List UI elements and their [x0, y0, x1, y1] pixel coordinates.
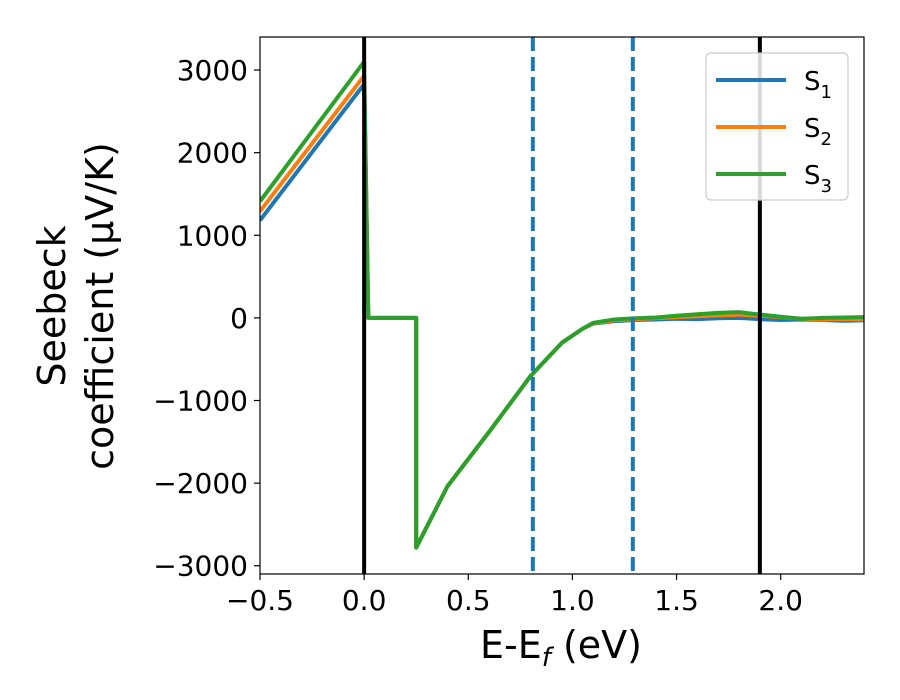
y-tick-label: 0: [230, 302, 248, 335]
series-line-s3: [260, 59, 864, 550]
x-tick-label: −0.5: [226, 584, 294, 617]
y-axis-label-line2: coefficient (μV/K): [78, 142, 122, 470]
y-tick-label: 3000: [177, 54, 248, 87]
y-tick-label: −2000: [153, 467, 248, 500]
legend-label-s2: S2: [804, 114, 832, 150]
legend-label-s3: S3: [804, 161, 832, 197]
y-tick-label: −3000: [153, 550, 248, 583]
y-tick-label: −1000: [153, 385, 248, 418]
series-group: [260, 59, 864, 550]
legend: S1 S2 S3: [705, 52, 849, 201]
y-axis-label-line1: Seebeck: [30, 225, 74, 386]
x-tick-label: 1.0: [550, 584, 595, 617]
y-tick-label: 1000: [177, 219, 248, 252]
axes-frame: [259, 36, 865, 575]
x-axis-label: E-Ef (eV): [480, 623, 642, 673]
axis-ticks: −0.5 0.0 0.5 1.0 1.5 2.0 −3000 −2000 −1000 0 1000 2…: [153, 54, 803, 617]
x-tick-label: 1.5: [654, 584, 699, 617]
legend-label-s1: S1: [804, 67, 832, 103]
x-tick-label: 0.5: [446, 584, 491, 617]
x-tick-label: 0.0: [342, 584, 387, 617]
x-tick-label: 2.0: [758, 584, 803, 617]
y-tick-label: 2000: [177, 137, 248, 170]
plot-area: [259, 36, 865, 575]
